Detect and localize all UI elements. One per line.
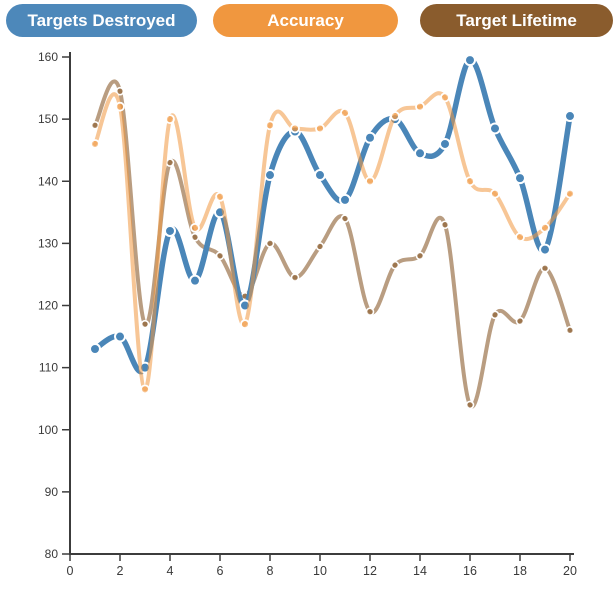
target-lifetime-marker <box>290 273 300 282</box>
y-axis-tick-label: 120 <box>38 299 58 313</box>
target-lifetime-marker <box>190 232 200 242</box>
target-lifetime-marker <box>565 326 575 335</box>
targets-destroyed-marker <box>164 224 176 237</box>
target-lifetime-marker <box>365 307 375 317</box>
targets-destroyed-marker <box>414 147 426 160</box>
x-axis-tick-label: 2 <box>117 564 124 578</box>
accuracy-marker <box>490 188 500 199</box>
target-lifetime-marker <box>140 319 150 329</box>
x-axis-tick-label: 14 <box>413 564 427 578</box>
accuracy-marker <box>215 191 225 202</box>
y-axis-tick-label: 130 <box>38 236 58 250</box>
legend-button-targets-destroyed[interactable]: Targets Destroyed <box>6 4 197 37</box>
accuracy-marker <box>540 222 550 233</box>
accuracy-marker <box>90 139 100 149</box>
accuracy-marker <box>415 101 425 112</box>
x-axis-tick-label: 8 <box>267 564 274 578</box>
target-lifetime-marker <box>215 251 225 261</box>
accuracy-marker <box>265 120 275 131</box>
accuracy-marker <box>340 108 350 118</box>
accuracy-marker <box>140 384 150 395</box>
target-lifetime-marker <box>315 242 325 251</box>
x-axis-tick-label: 0 <box>67 564 74 578</box>
y-axis-tick-label: 100 <box>38 423 58 437</box>
y-axis-tick-label: 110 <box>39 361 58 375</box>
target-lifetime-marker <box>340 214 350 223</box>
accuracy-marker <box>390 111 400 121</box>
target-lifetime-marker <box>415 251 425 261</box>
targets-destroyed-marker <box>564 110 576 123</box>
chart-legend: Targets Destroyed Accuracy Target Lifeti… <box>0 0 615 44</box>
accuracy-marker <box>165 114 175 125</box>
x-axis-tick-label: 20 <box>563 564 577 578</box>
target-lifetime-marker <box>465 400 475 410</box>
targets-destroyed-marker <box>114 330 126 343</box>
x-axis-tick-label: 16 <box>463 564 477 578</box>
target-lifetime-marker <box>115 86 125 96</box>
y-axis-tick-label: 160 <box>38 50 58 64</box>
x-axis-tick-label: 10 <box>313 564 327 578</box>
targets-destroyed-marker <box>189 274 201 287</box>
x-axis-tick-label: 18 <box>513 564 527 578</box>
accuracy-marker <box>440 92 450 103</box>
target-lifetime-marker <box>265 239 275 248</box>
target-lifetime-marker <box>515 316 525 326</box>
targets-destroyed-marker <box>539 243 551 256</box>
accuracy-marker <box>190 222 200 233</box>
accuracy-marker <box>365 176 375 187</box>
targets-destroyed-marker <box>314 169 326 182</box>
targets-destroyed-marker <box>439 137 451 150</box>
legend-button-accuracy[interactable]: Accuracy <box>213 4 398 37</box>
targets-destroyed-marker <box>489 122 501 135</box>
targets-destroyed-marker <box>364 131 376 144</box>
accuracy-marker <box>290 123 300 134</box>
target-lifetime-marker <box>90 121 100 130</box>
targets-destroyed-line <box>92 57 573 375</box>
targets-destroyed-marker <box>464 54 476 67</box>
accuracy-marker <box>515 232 525 243</box>
targets-destroyed-marker <box>514 172 526 185</box>
y-axis-tick-label: 140 <box>38 174 58 188</box>
target-lifetime-marker <box>165 158 175 167</box>
x-axis-tick-label: 12 <box>363 564 377 578</box>
y-axis-tick-label: 150 <box>38 112 58 126</box>
targets-destroyed-marker <box>89 342 101 355</box>
target-lifetime-marker <box>490 310 500 320</box>
target-lifetime-marker <box>440 220 450 230</box>
accuracy-marker <box>465 176 475 187</box>
targets-destroyed-marker <box>339 193 351 206</box>
accuracy-marker <box>565 188 575 199</box>
accuracy-marker <box>240 319 250 330</box>
accuracy-marker <box>115 101 125 112</box>
x-axis-tick-label: 4 <box>167 564 174 578</box>
target-lifetime-marker <box>540 263 550 273</box>
y-axis-tick-label: 90 <box>45 485 59 499</box>
legend-button-target-lifetime[interactable]: Target Lifetime <box>420 4 613 37</box>
target-lifetime-marker <box>390 260 400 270</box>
y-axis-tick-label: 80 <box>45 547 59 561</box>
targets-destroyed-marker <box>264 169 276 182</box>
x-axis-tick-label: 6 <box>217 564 224 578</box>
accuracy-marker <box>315 123 325 134</box>
